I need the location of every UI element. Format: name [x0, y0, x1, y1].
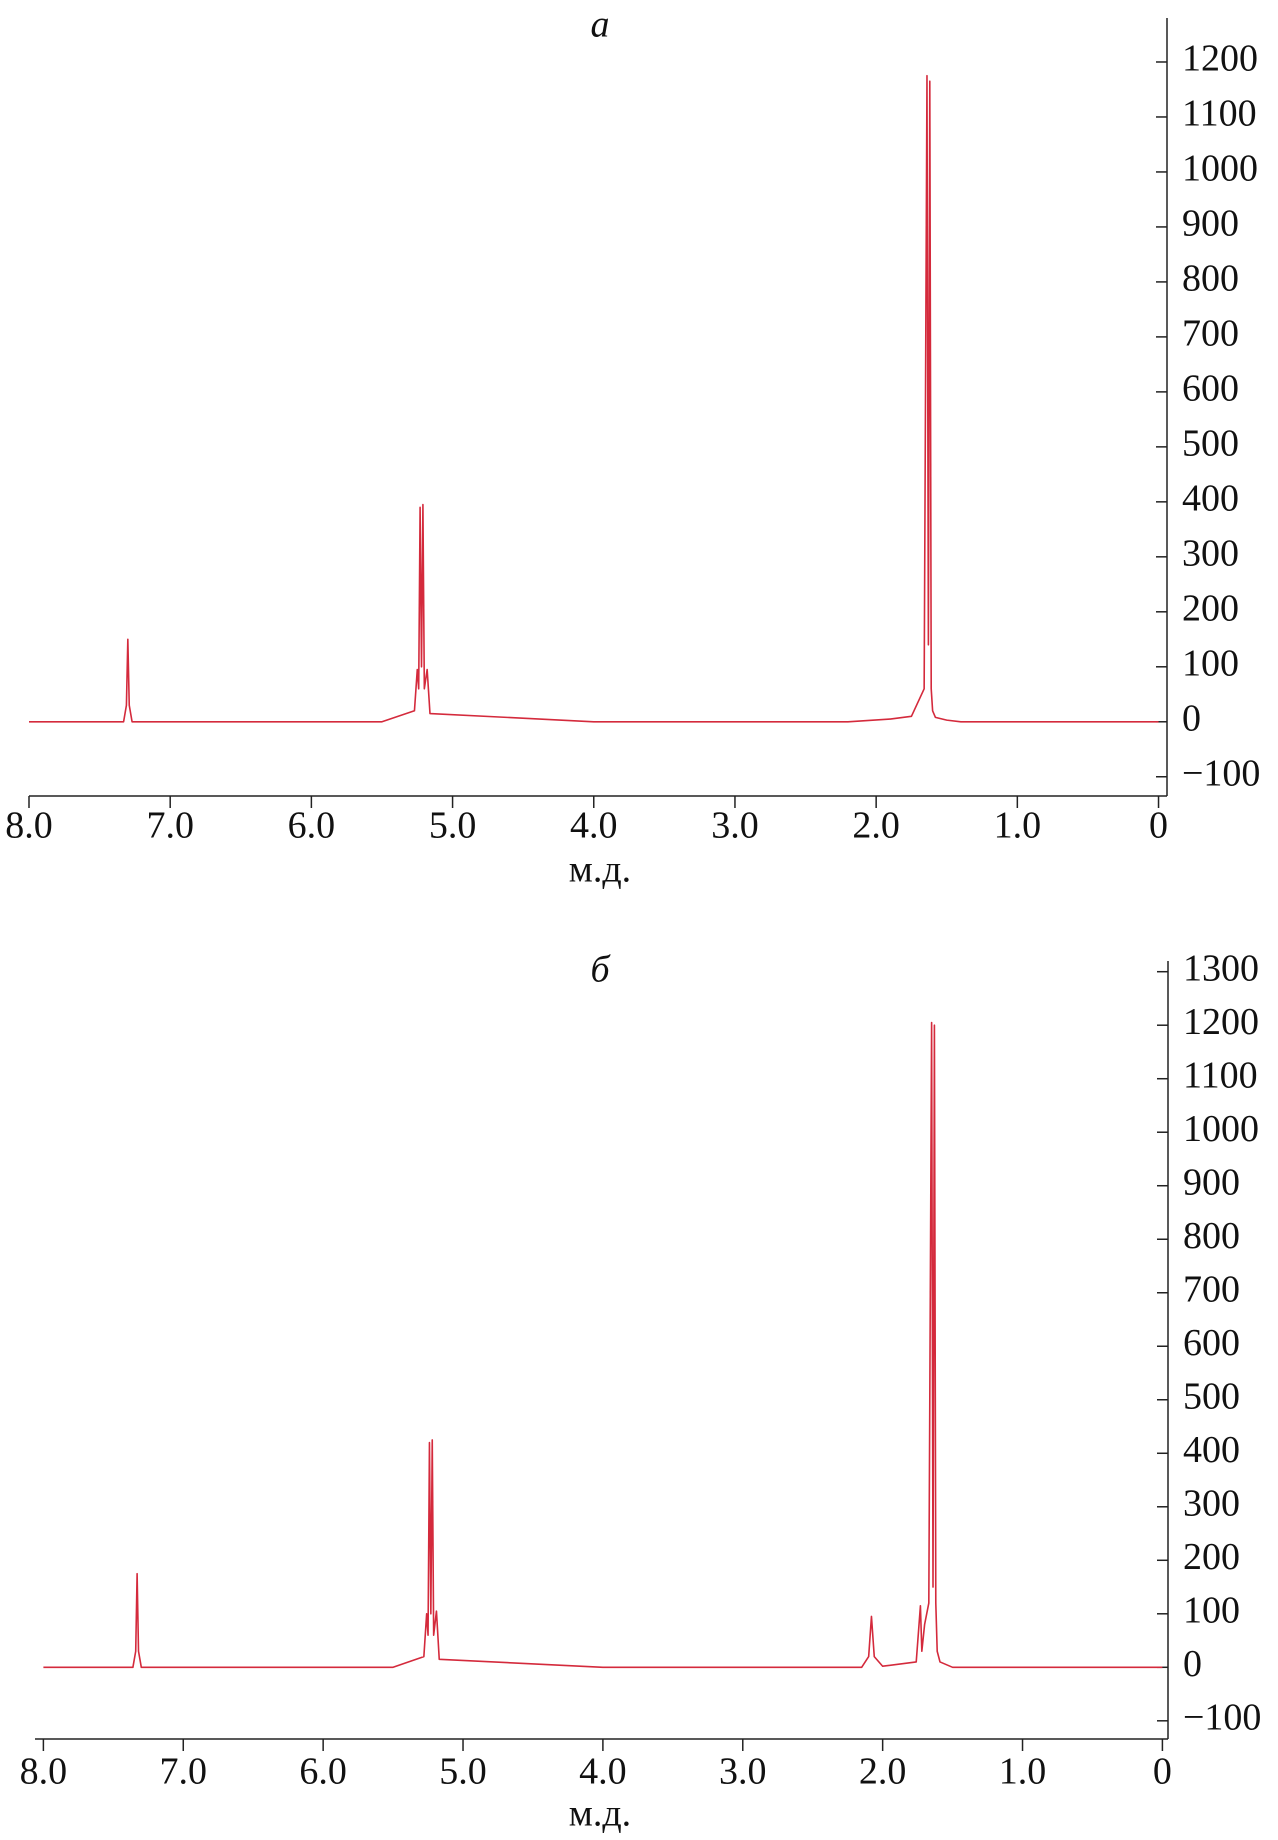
- y-tick-label: 700: [1183, 1268, 1240, 1310]
- y-tick-label: 0: [1183, 1643, 1202, 1685]
- y-tick-label: 200: [1183, 1536, 1240, 1578]
- x-tick-label: 2.0: [859, 1751, 907, 1793]
- x-tick-label: 6.0: [288, 805, 336, 847]
- y-tick-label: 1200: [1182, 38, 1258, 80]
- y-tick-label: 300: [1183, 1482, 1240, 1524]
- x-tick-label: 3.0: [711, 805, 759, 847]
- y-tick-label: −100: [1183, 1697, 1261, 1739]
- y-tick-label: 600: [1182, 368, 1239, 410]
- y-tick-label: 0: [1182, 697, 1201, 739]
- y-tick-label: 500: [1182, 423, 1239, 465]
- x-axis-label: м.д.: [569, 1793, 631, 1835]
- y-tick-label: 200: [1182, 588, 1239, 630]
- y-tick-label: 800: [1182, 258, 1239, 300]
- y-tick-label: 400: [1182, 478, 1239, 520]
- x-tick-label: 8.0: [5, 805, 53, 847]
- x-tick-label: 5.0: [429, 805, 477, 847]
- y-tick-label: 1000: [1182, 148, 1258, 190]
- y-tick-label: 700: [1182, 313, 1239, 355]
- y-tick-label: 100: [1182, 643, 1239, 685]
- y-tick-label: 300: [1182, 533, 1239, 575]
- y-tick-label: 100: [1183, 1590, 1240, 1632]
- y-tick-label: 900: [1182, 203, 1239, 245]
- spectrum-line: [29, 74, 1159, 723]
- chart-title: б: [590, 949, 611, 991]
- y-tick-label: −100: [1182, 752, 1260, 794]
- x-tick-label: 0: [1149, 805, 1168, 847]
- spectrum-line: [43, 1021, 1163, 1669]
- chart-title: а: [591, 4, 610, 46]
- y-tick-label: 1100: [1183, 1054, 1258, 1096]
- y-tick-label: 500: [1183, 1375, 1240, 1417]
- x-axis-label: м.д.: [569, 849, 631, 891]
- y-tick-label: 600: [1183, 1322, 1240, 1364]
- x-tick-label: 7.0: [160, 1751, 208, 1793]
- x-tick-label: 2.0: [852, 805, 900, 847]
- x-tick-label: 0: [1153, 1751, 1172, 1793]
- y-tick-label: 400: [1183, 1429, 1240, 1471]
- y-tick-label: 1200: [1183, 1001, 1259, 1043]
- x-tick-label: 4.0: [579, 1751, 627, 1793]
- x-tick-label: 4.0: [570, 805, 618, 847]
- x-tick-label: 5.0: [439, 1751, 487, 1793]
- x-tick-label: 1.0: [994, 805, 1042, 847]
- x-tick-label: 7.0: [146, 805, 194, 847]
- y-tick-label: 900: [1183, 1161, 1240, 1203]
- y-tick-label: 1100: [1182, 93, 1257, 135]
- y-tick-label: 1300: [1183, 947, 1259, 989]
- x-tick-label: 8.0: [20, 1751, 68, 1793]
- y-tick-label: 1000: [1183, 1108, 1259, 1150]
- y-tick-label: 800: [1183, 1215, 1240, 1257]
- x-tick-label: 6.0: [299, 1751, 347, 1793]
- x-tick-label: 1.0: [999, 1751, 1047, 1793]
- x-tick-label: 3.0: [719, 1751, 767, 1793]
